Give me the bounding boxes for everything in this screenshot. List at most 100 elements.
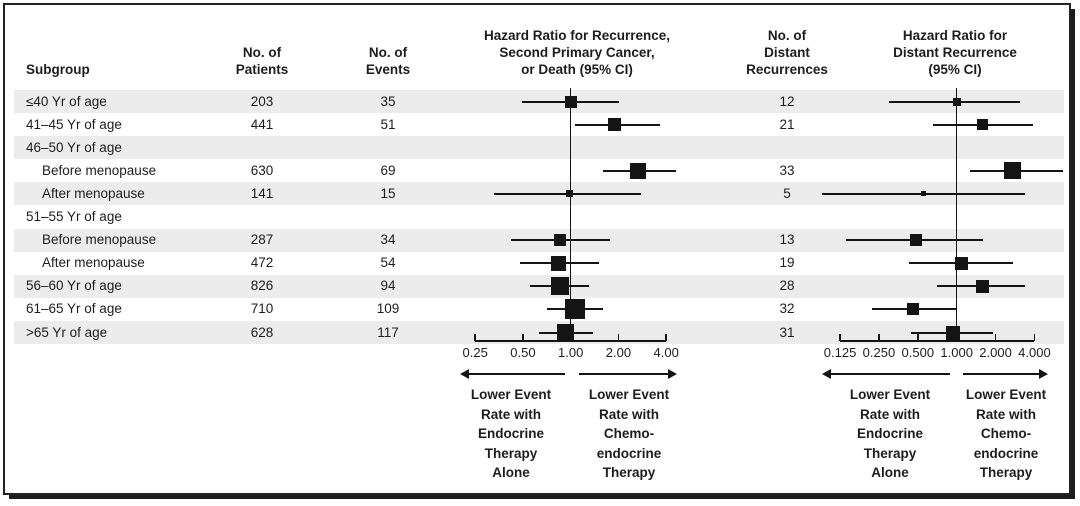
- subgroup-label: 56–60 Yr of age: [26, 278, 122, 294]
- distant-recurrences-value: 12: [779, 93, 795, 109]
- axis-tick-label: 0.25: [462, 345, 488, 360]
- hr-square: [1003, 162, 1021, 180]
- events-value: 69: [380, 162, 396, 178]
- subgroup-label: Before menopause: [42, 162, 157, 178]
- patients-value: 472: [250, 255, 274, 271]
- patients-value: 141: [250, 185, 274, 201]
- axis-tick-label: 2.000: [979, 345, 1012, 360]
- arrow-left-head-icon: [460, 369, 469, 379]
- patients-value: 710: [250, 301, 274, 317]
- axis-tick: [617, 333, 620, 341]
- patients-value: 441: [250, 116, 274, 132]
- subgroup-label: Before menopause: [42, 232, 157, 248]
- axis-tick-label: 1.00: [558, 345, 584, 360]
- patients-value: 628: [250, 324, 274, 340]
- subgroup-label: 51–55 Yr of age: [26, 209, 122, 224]
- subgroup-label: 61–65 Yr of age: [26, 301, 122, 317]
- distant-recurrences-value: 5: [783, 185, 791, 201]
- plot2-title: Hazard Ratio for Distant Recurrence (95%…: [893, 28, 1017, 77]
- reference-line: [955, 88, 958, 341]
- hr-square: [907, 303, 920, 316]
- events-value: 34: [380, 232, 396, 248]
- arrow-right-head-icon: [668, 369, 677, 379]
- axis-tick: [839, 333, 841, 341]
- hr-square: [952, 97, 961, 106]
- events-value: 54: [380, 255, 396, 271]
- row-band: [14, 136, 1064, 160]
- patients-value: 826: [250, 278, 274, 294]
- hr-square: [565, 190, 573, 198]
- axis-tick: [522, 333, 524, 341]
- axis-tick-label: 4.000: [1018, 345, 1051, 360]
- distant-recurrences-value: 28: [779, 278, 795, 294]
- column-header-patients: No. of Patients: [235, 45, 289, 77]
- hr-square: [557, 324, 575, 341]
- events-value: 35: [380, 93, 396, 109]
- distant-recurrences-value: 19: [779, 255, 795, 271]
- arrow-label-right: Lower Event Rate with Chemo- endocrine T…: [588, 387, 670, 480]
- distant-recurrences-value: 33: [779, 162, 795, 178]
- events-value: 51: [380, 116, 396, 132]
- hr-square: [955, 256, 969, 270]
- axis-tick: [665, 333, 667, 341]
- axis-tick-label: 0.250: [862, 345, 896, 360]
- axis-tick-label: 4.00: [653, 345, 679, 360]
- plot1-title: Hazard Ratio for Recurrence, Second Prim…: [483, 28, 671, 77]
- axis-tick: [878, 333, 880, 341]
- subgroup-label: ≤40 Yr of age: [26, 93, 107, 109]
- column-header-subgroup: Subgroup: [26, 62, 90, 77]
- distant-recurrences-value: 31: [779, 324, 795, 340]
- hr-square: [564, 95, 577, 108]
- subgroup-label: 46–50 Yr of age: [26, 139, 122, 155]
- hr-square: [608, 118, 622, 132]
- arrow-right-head-icon: [1039, 369, 1048, 379]
- hr-square: [920, 191, 926, 197]
- axis-tick: [994, 333, 997, 341]
- distant-recurrences-value: 13: [779, 232, 795, 248]
- arrow-left: [468, 373, 565, 375]
- column-header-distant-recurrences: No. of Distant Recurrences: [746, 28, 828, 77]
- hr-square: [554, 234, 567, 247]
- distant-recurrences-value: 32: [779, 301, 795, 317]
- hr-square: [945, 325, 960, 340]
- axis-tick-label: 1.000: [940, 345, 973, 360]
- subgroup-label: 41–45 Yr of age: [26, 116, 122, 132]
- hr-square: [977, 119, 989, 131]
- axis-tick: [474, 333, 476, 341]
- axis-tick: [917, 333, 919, 341]
- hr-square: [551, 255, 567, 271]
- events-value: 117: [377, 324, 399, 340]
- patients-value: 287: [250, 232, 274, 248]
- reference-line: [569, 88, 572, 341]
- arrow-label-left: Lower Event Rate with Endocrine Therapy …: [849, 387, 931, 480]
- axis-tick-label: 0.500: [901, 345, 935, 360]
- subgroup-label: >65 Yr of age: [26, 324, 108, 340]
- hr-square: [909, 234, 922, 247]
- arrow-right: [963, 373, 1040, 375]
- subgroup-label: After menopause: [42, 185, 145, 201]
- hr-square: [976, 279, 990, 293]
- hr-square: [564, 299, 585, 320]
- arrow-left: [830, 373, 950, 375]
- axis-tick-label: 0.125: [823, 345, 857, 360]
- patients-value: 203: [250, 93, 274, 109]
- subgroup-label: After menopause: [42, 255, 145, 271]
- axis-tick: [1033, 333, 1036, 341]
- patients-value: 630: [250, 162, 274, 178]
- arrow-right: [579, 373, 669, 375]
- hr-square: [630, 162, 647, 179]
- axis-tick-label: 0.50: [510, 345, 536, 360]
- axis-line: [840, 340, 1035, 342]
- events-value: 94: [380, 278, 396, 294]
- arrow-left-head-icon: [822, 369, 831, 379]
- arrow-label-right: Lower Event Rate with Chemo- endocrine T…: [965, 387, 1047, 480]
- events-value: 109: [376, 301, 400, 317]
- column-header-events: No. of Events: [365, 45, 411, 77]
- axis-tick-label: 2.00: [605, 345, 632, 360]
- distant-recurrences-value: 21: [779, 116, 795, 132]
- hr-square: [550, 277, 569, 296]
- arrow-label-left: Lower Event Rate with Endocrine Therapy …: [470, 387, 552, 480]
- events-value: 15: [380, 185, 396, 201]
- figure-frame: [3, 3, 1071, 495]
